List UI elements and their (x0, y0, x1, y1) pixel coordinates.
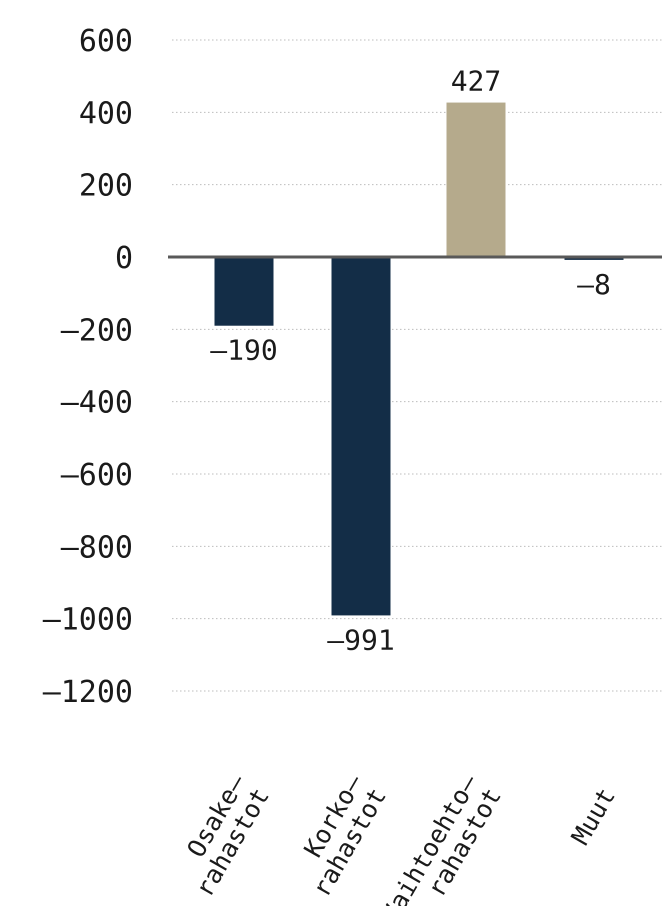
y-tick-label: 200 (79, 169, 133, 204)
category-label-line: Muut (566, 783, 621, 850)
bars (214, 102, 624, 616)
value-label: 427 (451, 65, 502, 98)
y-tick-label: –400 (61, 386, 133, 421)
category-label: Korko–rahastot (298, 769, 392, 902)
grid-lines (172, 39, 662, 692)
bar (214, 257, 274, 326)
category-label: Osake–rahastot (181, 769, 275, 902)
category-label: Muut (566, 783, 621, 850)
value-label: –991 (327, 623, 394, 656)
category-labels: Osake–rahastot Korko–rahastotVaihtoehto–r… (181, 769, 621, 906)
bar (446, 102, 506, 258)
y-tick-label: 400 (79, 96, 133, 131)
y-tick-label: 0 (115, 241, 133, 276)
value-label: –190 (210, 334, 277, 367)
y-tick-label: 600 (79, 24, 133, 59)
bar (331, 257, 391, 616)
y-tick-label: –200 (61, 313, 133, 348)
value-labels: –190 –991 427 –8 (210, 65, 611, 657)
y-tick-label: –1000 (43, 603, 133, 638)
y-tick-label: –800 (61, 530, 133, 565)
y-axis-tick-labels: 600 400 200 0 –200 –400 –600 –800 –1000 –1200 (43, 24, 133, 710)
y-tick-label: –600 (61, 458, 133, 493)
y-tick-label: –1200 (43, 675, 133, 710)
category-label: Vaihtoehto–rahastot (376, 769, 507, 906)
value-label: –8 (577, 268, 611, 301)
